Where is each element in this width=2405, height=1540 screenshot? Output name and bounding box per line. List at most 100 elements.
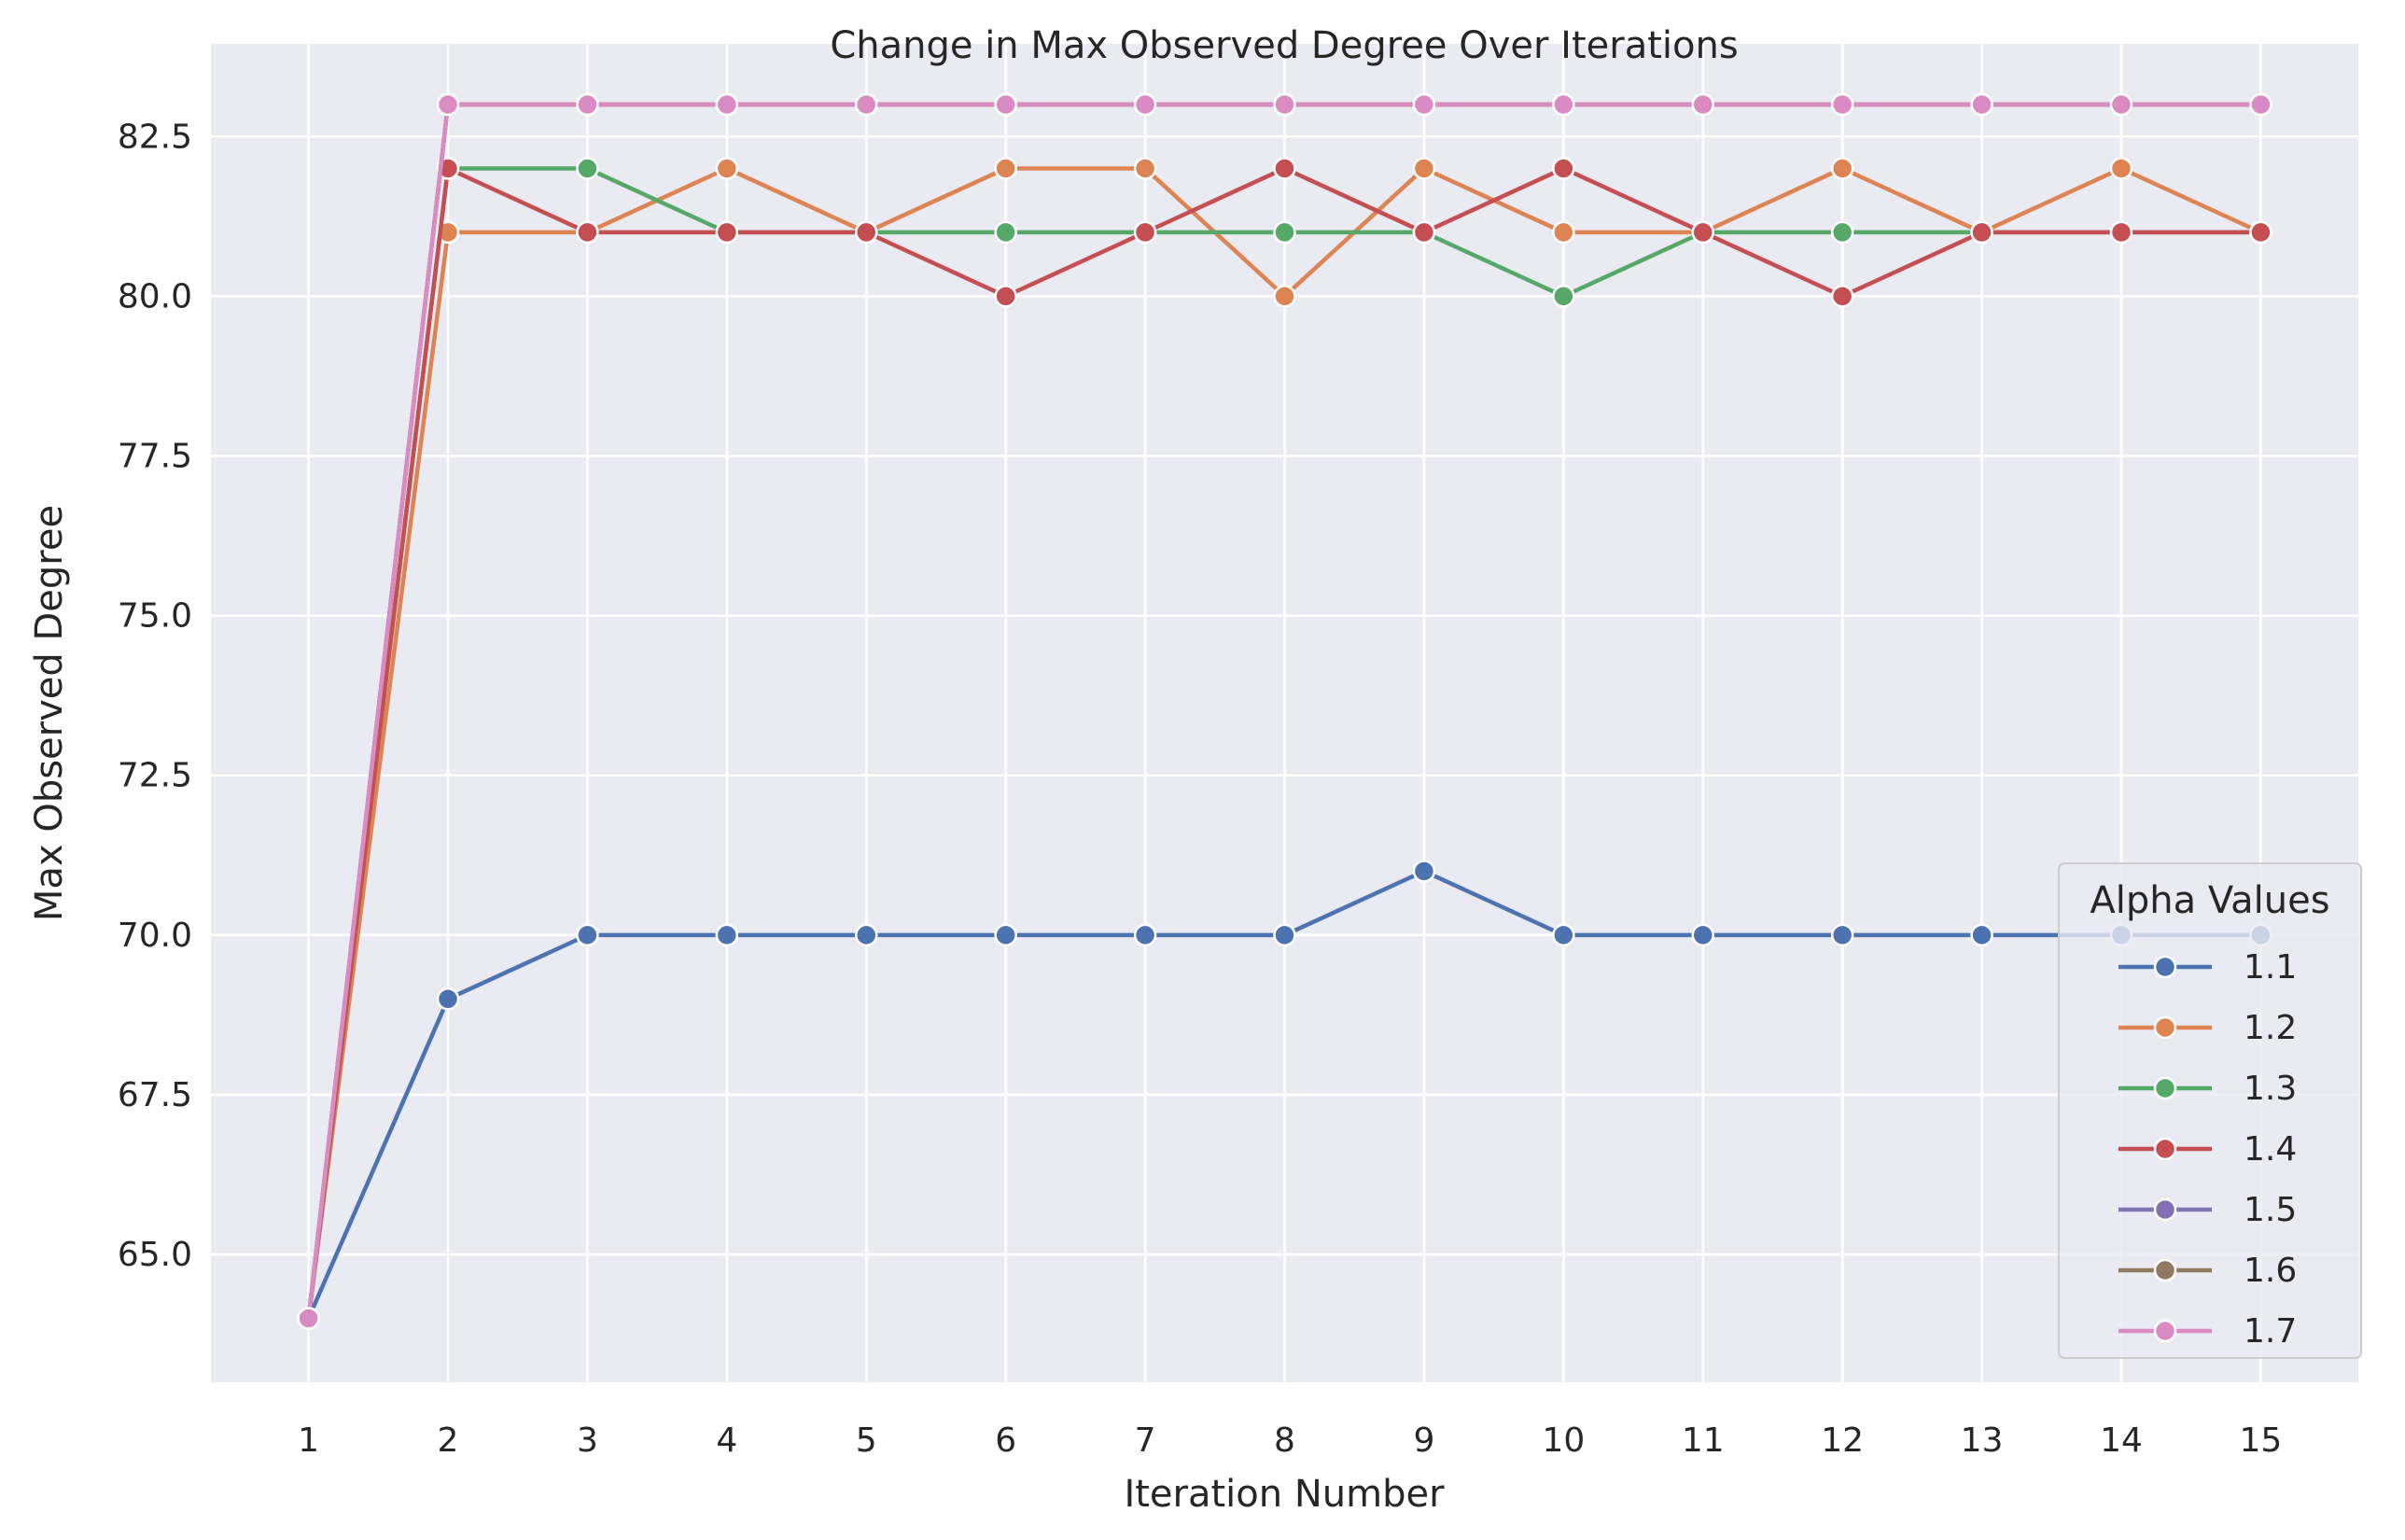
y-tick-label: 82.5	[118, 118, 192, 156]
data-point	[994, 923, 1017, 947]
data-point	[576, 92, 599, 117]
data-point	[1552, 923, 1575, 947]
legend-items: 1.1 1.2 1.3 1.4 1.5 1.6 1.7	[2118, 948, 2297, 1351]
data-point	[1830, 285, 1854, 308]
x-tick-label: 12	[1821, 1421, 1864, 1460]
data-point	[994, 220, 1017, 245]
x-tick-label: 11	[1682, 1421, 1725, 1460]
x-tick-label: 8	[1274, 1421, 1295, 1460]
data-point	[855, 220, 878, 245]
data-point	[1552, 220, 1575, 245]
data-point	[576, 157, 599, 180]
data-point	[1273, 157, 1296, 180]
x-tick-labels: 1 2 3 4 5 6 7 8 9 10 11 12 13 14 15	[298, 1421, 2282, 1460]
y-tick-label: 67.5	[118, 1076, 192, 1114]
series-1.7	[297, 92, 2272, 1330]
legend-entry: 1.2	[2118, 1009, 2297, 1047]
y-tick-labels: 65.0 67.5 70.0 72.5 75.0 77.5 80.0 82.5	[118, 118, 192, 1274]
data-point	[715, 157, 739, 180]
data-point	[1133, 157, 1157, 180]
x-tick-label: 1	[298, 1421, 319, 1460]
legend-label: 1.4	[2244, 1130, 2297, 1169]
data-point	[2249, 92, 2272, 117]
data-point	[2249, 220, 2272, 245]
data-point	[1691, 923, 1714, 947]
data-point	[2109, 220, 2133, 245]
data-point	[994, 285, 1017, 308]
data-point	[1273, 285, 1296, 308]
legend-label: 1.6	[2244, 1252, 2297, 1290]
legend-label: 1.5	[2244, 1191, 2297, 1229]
data-point	[436, 92, 460, 117]
x-tick-label: 5	[856, 1421, 877, 1460]
legend-marker	[2153, 1015, 2177, 1040]
data-point	[1830, 157, 1854, 180]
data-point	[1412, 92, 1436, 117]
legend-entry: 1.4	[2118, 1130, 2297, 1169]
y-axis-label: Max Observed Degree	[28, 505, 71, 921]
data-point	[576, 923, 599, 947]
data-point	[2109, 157, 2133, 180]
x-tick-label: 3	[577, 1421, 598, 1460]
x-axis-label: Iteration Number	[1124, 1473, 1445, 1516]
grid-lines	[211, 44, 2358, 1382]
series-layer	[297, 92, 2272, 1330]
data-point	[1691, 220, 1714, 245]
data-point	[1133, 92, 1157, 117]
data-point	[1552, 285, 1575, 308]
legend-marker	[2153, 1319, 2177, 1343]
data-point	[2109, 92, 2133, 117]
data-point	[715, 923, 739, 947]
data-point	[1830, 220, 1854, 245]
x-tick-label: 2	[438, 1421, 459, 1460]
x-tick-label: 13	[1961, 1421, 2004, 1460]
y-tick-label: 70.0	[118, 917, 192, 955]
data-point	[1830, 92, 1854, 117]
legend-label: 1.1	[2244, 948, 2297, 987]
legend-marker	[2153, 1076, 2177, 1100]
data-point	[855, 923, 878, 947]
legend-title: Alpha Values	[2090, 879, 2329, 922]
legend-marker	[2153, 955, 2177, 979]
legend-marker	[2153, 1137, 2177, 1161]
x-tick-label: 14	[2100, 1421, 2143, 1460]
y-tick-label: 72.5	[118, 757, 192, 795]
legend-entry: 1.3	[2118, 1070, 2297, 1108]
data-point	[1552, 157, 1575, 180]
y-tick-label: 77.5	[118, 437, 192, 475]
data-point	[1273, 92, 1296, 117]
legend-entry: 1.1	[2118, 948, 2297, 987]
data-point	[1691, 92, 1714, 117]
legend-entry: 1.5	[2118, 1191, 2297, 1229]
legend-label: 1.3	[2244, 1070, 2297, 1108]
data-point	[715, 92, 739, 117]
data-point	[297, 1307, 320, 1330]
x-tick-label: 7	[1135, 1421, 1156, 1460]
data-point	[1133, 923, 1157, 947]
series-1.4	[297, 157, 2272, 1330]
data-point	[715, 220, 739, 245]
data-point	[855, 92, 878, 117]
chart-title: Change in Max Observed Degree Over Itera…	[830, 24, 1738, 67]
y-tick-label: 65.0	[118, 1236, 192, 1274]
data-point	[1412, 157, 1436, 180]
data-point	[1412, 860, 1436, 883]
data-point	[1970, 220, 1993, 245]
x-tick-label: 6	[995, 1421, 1016, 1460]
data-point	[1970, 923, 1993, 947]
data-point	[1273, 220, 1296, 245]
data-point	[1412, 220, 1436, 245]
data-point	[1830, 923, 1854, 947]
data-point	[1552, 92, 1575, 117]
legend-box	[2058, 862, 2362, 1359]
x-tick-label: 4	[716, 1421, 737, 1460]
data-point	[576, 220, 599, 245]
legend: Alpha Values 1.1 1.2 1.3 1.4 1.5 1.6 1.7	[2058, 862, 2362, 1359]
data-point	[1133, 220, 1157, 245]
legend-label: 1.7	[2244, 1312, 2297, 1351]
legend-entry: 1.6	[2118, 1252, 2297, 1290]
data-point	[1273, 923, 1296, 947]
legend-marker	[2153, 1258, 2177, 1282]
legend-entry: 1.7	[2118, 1312, 2297, 1351]
